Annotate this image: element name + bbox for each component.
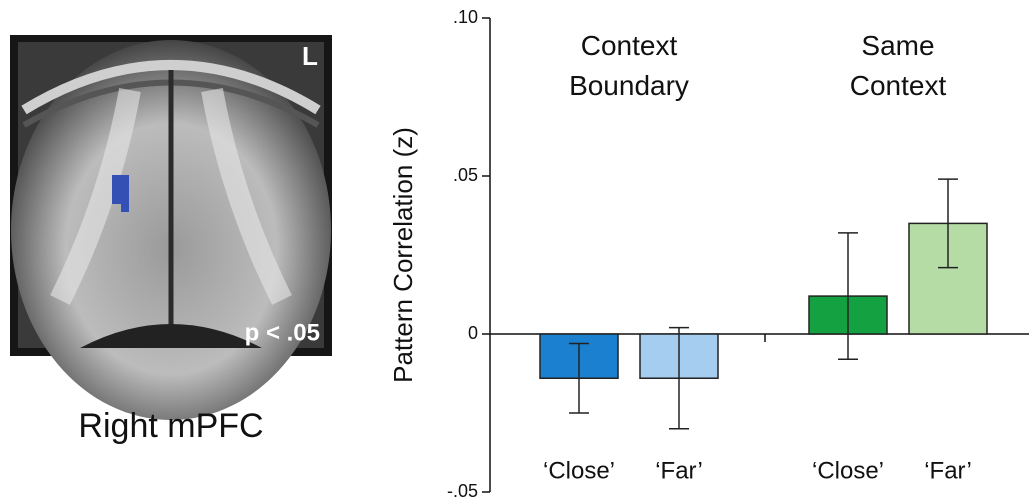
y-tick-label: .05 bbox=[453, 165, 478, 185]
figure: L p < .05 Right mPFC Pattern Correlation… bbox=[0, 0, 1029, 504]
brain-image: L p < .05 bbox=[10, 35, 332, 420]
orientation-label: L bbox=[302, 41, 318, 71]
y-tick-label: 0 bbox=[468, 323, 478, 343]
image-caption: Right mPFC bbox=[78, 407, 263, 445]
x-tick-label: ‘Close’ bbox=[812, 457, 884, 484]
page: {"image_labels": {"corner": "L", "thresh… bbox=[0, 0, 1029, 504]
y-axis-label: Pattern Correlation (z) bbox=[388, 127, 418, 383]
y-tick-label: -.05 bbox=[447, 481, 478, 501]
x-tick-label: ‘Far’ bbox=[924, 457, 972, 484]
x-tick-label: ‘Close’ bbox=[543, 457, 615, 484]
x-tick-label: ‘Far’ bbox=[655, 457, 703, 484]
y-tick-label: .10 bbox=[453, 7, 478, 27]
threshold-label: p < .05 bbox=[245, 319, 320, 346]
